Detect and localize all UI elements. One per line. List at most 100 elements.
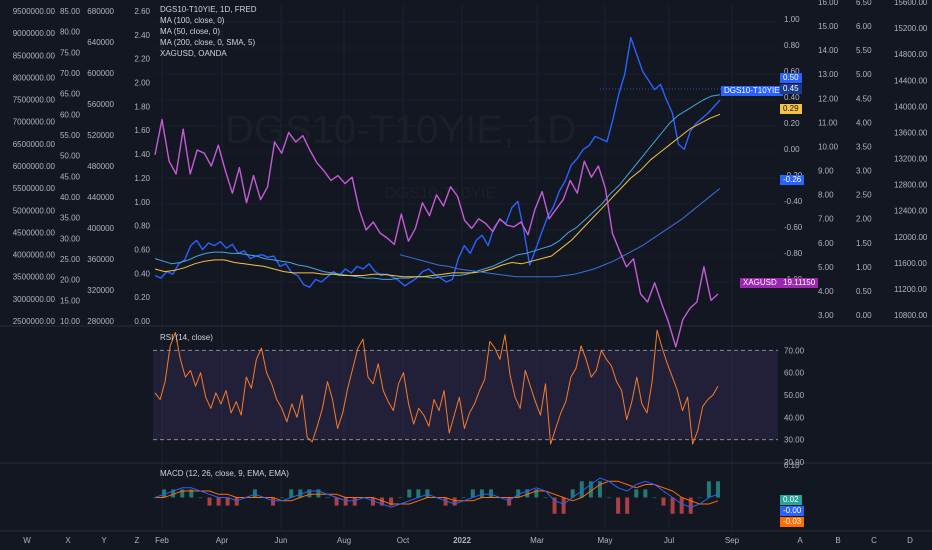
- left-axis-tick: 25.00: [60, 255, 81, 264]
- macd-hist-bar: [316, 489, 321, 498]
- macd-hist-bar: [334, 497, 339, 506]
- macd-hist-bar: [252, 489, 257, 498]
- scale-letter: D: [907, 536, 913, 545]
- right-axis-tick: 5.00: [856, 70, 872, 79]
- legend-ma-100[interactable]: MA (100, close, 0): [160, 16, 225, 25]
- macd-hist-bar: [461, 497, 466, 499]
- right-axis-tick: 16.00: [818, 0, 839, 7]
- scale-letter: Y: [101, 536, 107, 545]
- right-axis-tick: 11600.00: [894, 259, 927, 268]
- right-axis-tick: 3.00: [856, 167, 872, 176]
- legend-ma-200[interactable]: MA (200, close, 0, SMA, 5): [160, 38, 256, 47]
- macd-hist-bar: [679, 497, 684, 514]
- left-axis-tick: 6500000.00: [13, 140, 56, 149]
- macd-hist-bar: [389, 497, 394, 506]
- right-axis-tick: 0.40: [784, 93, 800, 102]
- price-tag-045: 0.45: [780, 84, 802, 94]
- left-axis-tick: 2.00: [134, 79, 150, 88]
- left-axis-tick: 5500000.00: [13, 184, 56, 193]
- left-axis-tick: 8000000.00: [13, 73, 56, 82]
- price-tag-029: 0.29: [780, 104, 802, 114]
- right-axis-tick: 12.00: [818, 94, 839, 103]
- macd-hist-bar: [570, 489, 575, 498]
- macd-hist-bar: [543, 497, 548, 499]
- rsi-axis-tick: 20.00: [784, 458, 805, 467]
- legend-ma-50[interactable]: MA (50, close, 0): [160, 27, 221, 36]
- right-axis-tick: 0.60: [784, 67, 800, 76]
- right-axis-tick: 0.00: [856, 311, 872, 320]
- macd-hist-bar: [189, 489, 194, 498]
- left-axis-tick: 60.00: [60, 110, 81, 119]
- right-axis-tick: 7.00: [818, 215, 834, 224]
- right-axis-tick: 1.00: [784, 15, 800, 24]
- macd-axis-tick: 0.10: [784, 461, 800, 470]
- left-axis-tick: 680000: [87, 7, 114, 16]
- left-axis-tick: 1.00: [134, 198, 150, 207]
- macd-hist-bar: [561, 497, 566, 514]
- macd-hist-bar: [289, 489, 294, 498]
- rsi-axis-tick: 50.00: [784, 391, 805, 400]
- left-axis-tick: 70.00: [60, 69, 81, 78]
- legend-xagusd[interactable]: XAGUSD, OANDA: [160, 49, 227, 58]
- left-axis-tick: 280000: [87, 317, 114, 326]
- macd-hist-bar: [579, 481, 584, 498]
- rsi-axis-tick: 40.00: [784, 413, 805, 422]
- left-axis-tick: 9000000.00: [13, 29, 56, 38]
- macd-hist-bar: [634, 489, 639, 498]
- macd-hist-bar: [507, 497, 512, 506]
- macd-hist-bar: [706, 481, 711, 498]
- macd-hist-bar: [234, 497, 239, 506]
- left-axis-tick: 80.00: [60, 28, 81, 37]
- price-tag-xagusd-value: 19.11150: [780, 278, 819, 288]
- left-axis-tick: 85.00: [60, 7, 81, 16]
- macd-hist-bar: [652, 497, 657, 499]
- macd-hist-bar: [171, 489, 176, 498]
- left-axis-tick: 400000: [87, 224, 114, 233]
- right-axis-tick: 14.00: [818, 46, 839, 55]
- right-axis-tick: 4.50: [856, 94, 872, 103]
- right-axis-tick: 15.00: [818, 22, 839, 31]
- left-axis-tick: 360000: [87, 255, 114, 264]
- left-axis-tick: 2.40: [134, 31, 150, 40]
- macd-hist-bar: [407, 489, 412, 498]
- left-axis-tick: 1.20: [134, 174, 150, 183]
- macd-hist-bar: [398, 497, 403, 499]
- left-axis-tick: 65.00: [60, 90, 81, 99]
- right-axis-tick: 8.00: [818, 191, 834, 200]
- left-axis-tick: 0.00: [134, 317, 150, 326]
- scale-letter: C: [871, 536, 877, 545]
- ma100-line: [154, 94, 721, 280]
- right-axis-tick: 3.00: [818, 311, 834, 320]
- left-axis-tick: 3500000.00: [13, 273, 56, 282]
- left-axis-tick: 7500000.00: [13, 96, 56, 105]
- rsi-title[interactable]: RSI (14, close): [160, 333, 213, 342]
- scale-letter: Z: [135, 536, 140, 545]
- macd-hist-bar: [525, 489, 530, 498]
- left-axis-tick: 15.00: [60, 296, 81, 305]
- right-axis-tick: 15200.00: [894, 24, 928, 33]
- left-axis-tick: 1.60: [134, 126, 150, 135]
- x-tick-label: May: [597, 536, 612, 545]
- macd-hist-bar: [588, 481, 593, 498]
- x-tick-label: Jul: [664, 536, 674, 545]
- macd-hist-bar: [597, 481, 602, 498]
- right-axis-tick: 15600.00: [894, 0, 928, 7]
- macd-signal-line: [155, 480, 719, 505]
- left-axis-tick: 1.80: [134, 102, 150, 111]
- macd-hist-bar: [416, 489, 421, 498]
- macd-hist-bar: [307, 489, 312, 498]
- left-axis-tick: 55.00: [60, 131, 81, 140]
- macd-hist-bar: [298, 489, 303, 498]
- macd-hist-bar: [370, 497, 375, 506]
- right-axis-tick: 11200.00: [894, 285, 927, 294]
- left-axis-tick: 4500000.00: [13, 228, 56, 237]
- left-axis-tick: 75.00: [60, 48, 81, 57]
- macd-signal-tag: -0.03: [780, 517, 805, 527]
- macd-hist-bar: [380, 497, 385, 506]
- macd-hist-bar: [271, 497, 276, 506]
- right-axis-tick: 12000.00: [894, 233, 928, 242]
- legend-main-symbol[interactable]: DGS10-T10YIE, 1D, FRED: [160, 5, 257, 14]
- macd-title[interactable]: MACD (12, 26, close, 9, EMA, EMA): [160, 469, 289, 478]
- left-axis-tick: 600000: [87, 69, 114, 78]
